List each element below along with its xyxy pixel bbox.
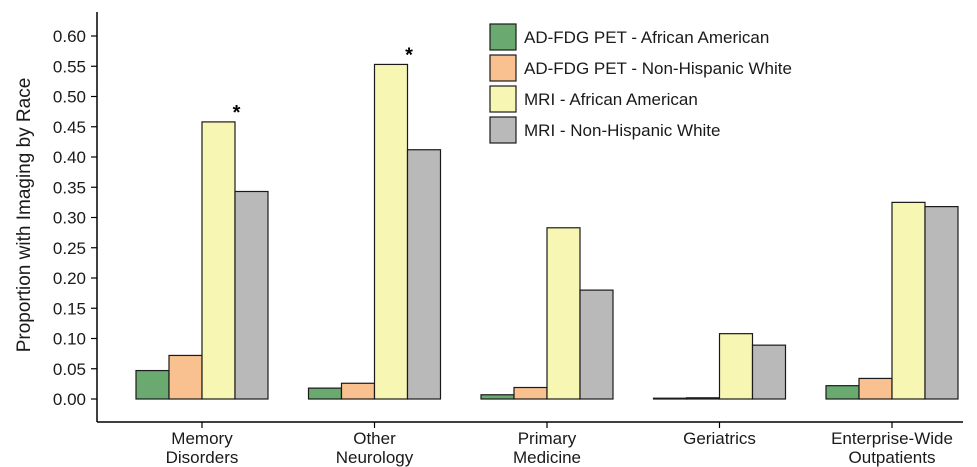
bar-1-1 — [340, 382, 376, 400]
bar-4-2 — [891, 201, 926, 400]
legend-swatch — [489, 54, 517, 82]
bar-4-0 — [825, 385, 860, 400]
bar-4-1 — [858, 377, 893, 400]
y-axis-title: Proportion with Imaging by Race — [14, 78, 35, 353]
y-ticks: 0.00 0.05 0.10 0.15 0.20 0.25 0.30 0.35 0.40 0.45… — [53, 27, 97, 409]
bar-3-1 — [685, 397, 721, 400]
y-tick-label: 0.55 — [53, 57, 86, 76]
y-tick-label: 0.05 — [53, 360, 86, 379]
legend: AD-FDG PET - African American AD-FDG PET … — [489, 23, 792, 144]
y-tick-label: 0.30 — [53, 209, 86, 228]
x-tick-label: Disorders — [166, 448, 239, 467]
legend-swatch — [489, 116, 517, 144]
y-tick-label: 0.15 — [53, 299, 86, 318]
bar-1-2 — [373, 63, 409, 400]
bar-0-2 — [201, 121, 236, 400]
bar-2-2 — [546, 227, 581, 400]
bar-1-3 — [406, 149, 442, 400]
bar-0-1 — [168, 354, 203, 400]
y-tick-label: 0.00 — [53, 390, 86, 409]
y-tick-label: 0.25 — [53, 239, 86, 258]
bar-0-3 — [234, 190, 269, 400]
x-tick-label: Outpatients — [849, 448, 936, 467]
legend-swatch — [489, 23, 517, 51]
y-tick-label: 0.50 — [53, 88, 86, 107]
bar-3-2 — [718, 333, 754, 400]
legend-label: MRI - Non-Hispanic White — [524, 121, 721, 140]
significance-marker: * — [233, 102, 241, 124]
bar-4-3 — [924, 206, 959, 400]
annotations: ** — [233, 44, 414, 123]
bar-1-0 — [307, 387, 343, 400]
bar-3-3 — [751, 344, 787, 400]
bar-2-1 — [513, 386, 548, 400]
x-tick-label: Primary — [518, 429, 577, 448]
y-tick-label: 0.40 — [53, 148, 86, 167]
x-tick-label: Geriatrics — [683, 429, 756, 448]
x-tick-label: Enterprise-Wide — [831, 429, 953, 448]
legend-swatch — [489, 85, 517, 113]
bar-0-0 — [135, 369, 170, 400]
legend-label: AD-FDG PET - Non-Hispanic White — [524, 59, 792, 78]
bar-2-3 — [579, 289, 614, 400]
x-tick-label: Memory — [171, 429, 233, 448]
bars — [135, 63, 959, 400]
significance-marker: * — [405, 44, 413, 66]
bar-3-0 — [652, 397, 688, 400]
x-tick-label: Other — [353, 429, 396, 448]
legend-label: MRI - African American — [524, 90, 698, 109]
y-tick-label: 0.10 — [53, 330, 86, 349]
y-tick-label: 0.60 — [53, 27, 86, 46]
y-tick-label: 0.45 — [53, 118, 86, 137]
legend-label: AD-FDG PET - African American — [524, 28, 769, 47]
x-tick-label: Medicine — [513, 448, 581, 467]
y-tick-label: 0.20 — [53, 269, 86, 288]
x-tick-label: Neurology — [336, 448, 414, 467]
bar-2-0 — [480, 394, 515, 400]
y-tick-label: 0.35 — [53, 178, 86, 197]
